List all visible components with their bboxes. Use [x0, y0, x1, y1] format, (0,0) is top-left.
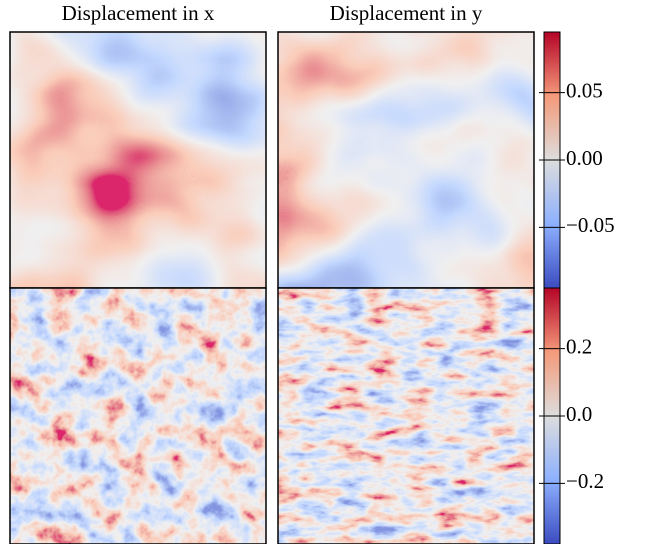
- colorbar-tick-label: 0.05: [566, 78, 603, 102]
- colorbar-tick-label: 0.00: [566, 146, 603, 170]
- colorbar-tick-label: 0.0: [566, 402, 592, 426]
- heatmap-image: [278, 288, 534, 544]
- colorbar-tick-label: 0.2: [566, 334, 592, 358]
- colorbar-tick-label: −0.05: [566, 213, 615, 237]
- heatmap-image: [10, 288, 266, 544]
- panel-title: Displacement in x: [62, 1, 215, 25]
- panel-title: Displacement in y: [330, 1, 483, 25]
- heatmap-image: [278, 32, 534, 288]
- colorbar-tick-label: −0.2: [566, 469, 604, 493]
- heatmap-image: [10, 32, 266, 288]
